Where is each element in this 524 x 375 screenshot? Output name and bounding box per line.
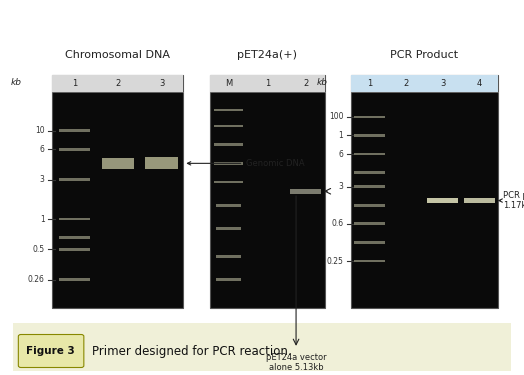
Bar [214,108,243,111]
Text: PCR Product: PCR Product [390,50,458,60]
Text: 3: 3 [159,79,164,88]
Text: 0.6: 0.6 [331,219,343,228]
Bar [354,134,385,137]
Text: 0.25: 0.25 [326,256,343,265]
Bar [354,171,385,174]
Text: 1: 1 [339,131,343,140]
Text: Primer designed for PCR reaction.: Primer designed for PCR reaction. [92,345,291,357]
Bar [354,204,385,207]
Bar [59,148,90,151]
Text: pET24a vector
alone 5.13kb: pET24a vector alone 5.13kb [266,352,326,372]
Text: 100: 100 [329,112,343,122]
Text: 1: 1 [265,79,270,88]
Text: 6: 6 [40,145,45,154]
Bar [59,248,90,251]
Bar [214,143,243,146]
Text: 1: 1 [367,79,372,88]
Text: 2: 2 [115,79,121,88]
Bar [427,198,458,203]
Bar [59,178,90,181]
Text: 6: 6 [339,150,343,159]
Text: 1: 1 [72,79,77,88]
Bar [59,129,90,132]
Text: kb: kb [317,78,328,87]
Bar [354,153,385,155]
Bar [351,75,498,92]
Bar [354,241,385,244]
Text: M: M [225,79,233,88]
Bar [214,125,243,128]
Bar [464,198,495,203]
Text: Figure 3: Figure 3 [26,346,75,356]
Bar [59,278,90,281]
Bar [216,227,242,230]
FancyBboxPatch shape [18,334,84,368]
Text: 2: 2 [403,79,409,88]
Bar [52,75,183,307]
Text: 0.5: 0.5 [32,245,45,254]
Bar [354,260,385,262]
Text: 3: 3 [40,175,45,184]
Text: PCR product
1.17kb: PCR product 1.17kb [499,191,524,210]
Text: 2: 2 [303,79,308,88]
Bar [210,75,325,92]
Text: pET24a(+): pET24a(+) [237,50,297,60]
Bar [354,222,385,225]
Text: 3: 3 [440,79,445,88]
Bar [210,75,325,307]
Bar [351,75,498,307]
Bar [290,189,321,194]
Bar [59,237,90,239]
Bar [216,255,242,258]
Bar [354,185,385,188]
Bar [145,158,178,170]
Bar [214,181,243,183]
Text: 10: 10 [35,126,45,135]
Bar [102,158,134,169]
Text: 0.26: 0.26 [28,275,45,284]
Bar [214,162,243,165]
Bar [216,278,242,281]
Text: 3: 3 [339,182,343,191]
Text: 1: 1 [40,214,45,223]
Bar [354,116,385,118]
Text: Chromosomal DNA: Chromosomal DNA [66,50,170,60]
Bar [216,204,242,207]
Bar [13,322,511,371]
Text: kb: kb [10,78,21,87]
Text: 4: 4 [477,79,482,88]
Bar [59,218,90,220]
Text: Genomic DNA: Genomic DNA [188,159,305,168]
Bar [52,75,183,92]
